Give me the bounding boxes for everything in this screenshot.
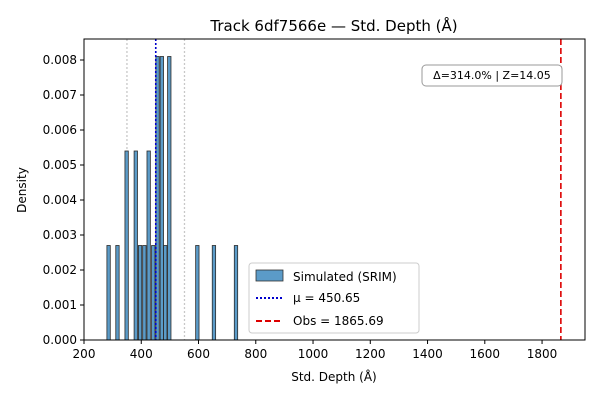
histogram-bar xyxy=(164,246,167,341)
x-tick-label: 800 xyxy=(244,347,267,361)
x-tick-label: 1800 xyxy=(527,347,558,361)
histogram-bar xyxy=(125,151,128,340)
y-tick-label: 0.000 xyxy=(43,333,77,347)
histogram-bar xyxy=(168,57,171,341)
legend-label-simulated: Simulated (SRIM) xyxy=(293,270,397,284)
x-tick-label: 1600 xyxy=(470,347,501,361)
y-tick-label: 0.004 xyxy=(43,193,77,207)
x-tick-label: 400 xyxy=(130,347,153,361)
x-tick-label: 1200 xyxy=(355,347,386,361)
x-tick-label: 1400 xyxy=(412,347,443,361)
y-tick-label: 0.002 xyxy=(43,263,77,277)
y-tick-label: 0.006 xyxy=(43,123,77,137)
y-axis-label: Density xyxy=(15,167,29,213)
annotation-text: Δ=314.0% | Z=14.05 xyxy=(433,69,551,82)
histogram-bar xyxy=(147,151,150,340)
histogram-bar xyxy=(116,246,119,341)
legend-swatch-simulated xyxy=(256,270,283,281)
histogram-bar xyxy=(152,246,155,341)
histogram-bar xyxy=(160,57,163,341)
histogram-bar xyxy=(107,246,110,341)
histogram-bar xyxy=(234,246,237,341)
legend: Simulated (SRIM) μ = 450.65 Obs = 1865.6… xyxy=(249,263,419,333)
y-tick-label: 0.007 xyxy=(43,88,77,102)
histogram-bar xyxy=(196,246,199,341)
legend-label-obs: Obs = 1865.69 xyxy=(293,314,384,328)
x-axis-label: Std. Depth (Å) xyxy=(291,369,377,384)
x-tick-label: 1000 xyxy=(298,347,329,361)
histogram-bar xyxy=(212,246,215,341)
x-tick-label: 600 xyxy=(187,347,210,361)
histogram-bar xyxy=(138,246,141,341)
y-tick-label: 0.008 xyxy=(43,53,77,67)
histogram-bar xyxy=(134,151,137,340)
annotation-box: Δ=314.0% | Z=14.05 xyxy=(422,65,562,86)
histogram-bar xyxy=(143,246,146,341)
legend-label-mean: μ = 450.65 xyxy=(293,291,360,305)
y-tick-label: 0.003 xyxy=(43,228,77,242)
chart-title: Track 6df7566e — Std. Depth (Å) xyxy=(209,16,457,35)
y-tick-label: 0.005 xyxy=(43,158,77,172)
x-tick-label: 200 xyxy=(73,347,96,361)
y-tick-label: 0.001 xyxy=(43,298,77,312)
